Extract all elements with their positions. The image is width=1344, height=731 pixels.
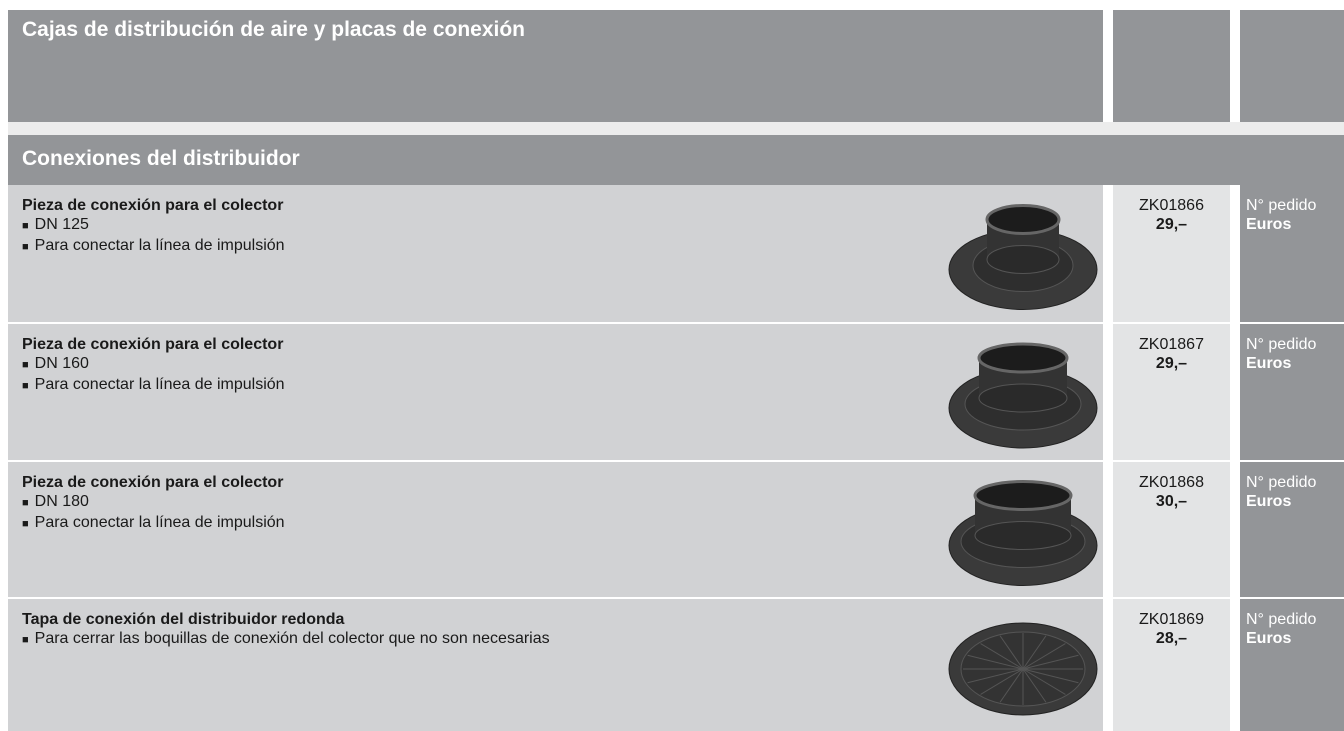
product-image (948, 204, 1098, 310)
order-label: N° pedido (1246, 197, 1317, 214)
row-label-cell: N° pedido Euros (1240, 462, 1344, 597)
bullet-mark: ■ (22, 634, 29, 646)
product-shape (1022, 668, 1066, 695)
bullet-mark: ■ (22, 497, 29, 509)
product-shape (967, 654, 1024, 670)
bullet-mark: ■ (22, 241, 29, 253)
row-text: Pieza de conexión para el colector ■ DN 16… (22, 335, 1089, 396)
product-image (948, 480, 1098, 586)
bullet: ■ Para conectar la línea de impulsión (22, 236, 1089, 257)
row-code-cell: ZK01869 28,– (1113, 599, 1230, 731)
bullet-text: DN 160 (34, 355, 89, 372)
product-image (948, 342, 1098, 449)
product-shape (1022, 643, 1066, 670)
row-code-cell: ZK01867 29,– (1113, 324, 1230, 460)
row-label-cell: N° pedido Euros (1240, 324, 1344, 460)
header-title: Cajas de distribución de aire y placas d… (22, 18, 526, 41)
order-label: N° pedido (1246, 474, 1317, 491)
product-shape (980, 643, 1024, 670)
currency-label: Euros (1246, 355, 1292, 372)
bullet: ■ Para conectar la línea de impulsión (22, 513, 1089, 534)
spacer (8, 122, 1344, 135)
price: 29,– (1155, 355, 1188, 372)
product-shape (999, 668, 1024, 703)
bullet-text: DN 180 (34, 493, 89, 510)
section-bar: Conexiones del distribuidor (8, 135, 1344, 185)
row-code-cell: ZK01866 29,– (1113, 185, 1230, 322)
bullet: ■ Para cerrar las boquillas de conexión d… (22, 629, 1089, 650)
bullet: ■ Para conectar la línea de impulsión (22, 375, 1089, 396)
product-shape (1022, 654, 1079, 670)
product-shape (999, 635, 1024, 670)
currency-label: Euros (1246, 493, 1292, 510)
row-text: Pieza de conexión para el colector ■ DN 12… (22, 196, 1089, 257)
price: 28,– (1155, 630, 1188, 647)
row-title: Tapa de conexión del distribuidor redond… (22, 611, 345, 628)
header-bar: Cajas de distribución de aire y placas d… (8, 10, 1103, 122)
product-shape (974, 521, 1072, 550)
bullet-text: DN 125 (34, 216, 89, 233)
bullet-mark: ■ (22, 220, 29, 232)
bullet-text: Para conectar la línea de impulsión (34, 514, 285, 531)
currency-label: Euros (1246, 630, 1292, 647)
bullet-text: Para conectar la línea de impulsión (34, 237, 285, 254)
product-shape (977, 342, 1069, 374)
product-shape (980, 668, 1024, 695)
bullet-text: Para cerrar las boquillas de conexión de… (34, 630, 550, 647)
product-shape (978, 383, 1068, 413)
order-label: N° pedido (1246, 611, 1317, 628)
bullet: ■ DN 180 (22, 492, 1089, 513)
header-cell (1240, 10, 1344, 122)
price: 29,– (1155, 216, 1188, 233)
product-shape (1022, 668, 1047, 703)
price: 30,– (1155, 493, 1188, 510)
row-code-cell: ZK01868 30,– (1113, 462, 1230, 597)
bullet-mark: ■ (22, 518, 29, 530)
product-shape (986, 245, 1060, 274)
row-description: Pieza de conexión para el colector ■ DN 12… (8, 185, 1103, 322)
currency-label: Euros (1246, 216, 1292, 233)
product-shape (1022, 668, 1079, 684)
bullet-mark: ■ (22, 380, 29, 392)
bullet: ■ DN 160 (22, 354, 1089, 375)
row-title: Pieza de conexión para el colector (22, 474, 284, 491)
order-code: ZK01868 (1139, 474, 1204, 491)
order-code: ZK01866 (1139, 197, 1204, 214)
row-label-cell: N° pedido Euros (1240, 599, 1344, 731)
row-text: Tapa de conexión del distribuidor redond… (22, 610, 1089, 650)
product-shape (967, 668, 1024, 684)
bullet-mark: ■ (22, 359, 29, 371)
row-text: Pieza de conexión para el colector ■ DN 18… (22, 473, 1089, 534)
row-title: Pieza de conexión para el colector (22, 197, 284, 214)
product-image (948, 622, 1098, 716)
order-label: N° pedido (1246, 336, 1317, 353)
product-shape (1022, 635, 1047, 670)
row-title: Pieza de conexión para el colector (22, 336, 284, 353)
row-description: Pieza de conexión para el colector ■ DN 18… (8, 462, 1103, 597)
product-shape (973, 480, 1073, 511)
product-shape (985, 204, 1061, 235)
section-title: Conexiones del distribuidor (22, 147, 300, 170)
bullet: ■ DN 125 (22, 215, 1089, 236)
header-cell (1113, 10, 1230, 122)
row-label-cell: N° pedido Euros (1240, 185, 1344, 322)
row-description: Tapa de conexión del distribuidor redond… (8, 599, 1103, 731)
bullet-text: Para conectar la línea de impulsión (34, 376, 285, 393)
order-code: ZK01867 (1139, 336, 1204, 353)
row-description: Pieza de conexión para el colector ■ DN 16… (8, 324, 1103, 460)
order-code: ZK01869 (1139, 611, 1204, 628)
